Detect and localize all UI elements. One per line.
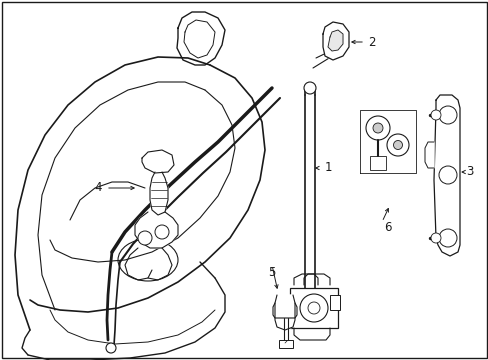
- Polygon shape: [327, 30, 342, 51]
- Circle shape: [438, 106, 456, 124]
- Text: 1: 1: [324, 162, 331, 175]
- Polygon shape: [433, 95, 459, 256]
- Text: 3: 3: [466, 166, 473, 179]
- Polygon shape: [272, 303, 296, 318]
- Polygon shape: [142, 150, 174, 173]
- Circle shape: [393, 140, 402, 149]
- Circle shape: [430, 233, 440, 243]
- Polygon shape: [150, 172, 168, 215]
- Circle shape: [372, 123, 382, 133]
- Circle shape: [438, 229, 456, 247]
- Circle shape: [386, 134, 408, 156]
- Circle shape: [106, 343, 116, 353]
- Circle shape: [299, 294, 327, 322]
- Bar: [279, 340, 292, 348]
- Polygon shape: [274, 295, 294, 330]
- Bar: [289, 288, 337, 328]
- Circle shape: [155, 225, 169, 239]
- Polygon shape: [424, 142, 433, 168]
- Circle shape: [438, 166, 456, 184]
- Circle shape: [138, 231, 152, 245]
- Text: 4: 4: [94, 181, 102, 194]
- Circle shape: [430, 110, 440, 120]
- Circle shape: [307, 302, 319, 314]
- Text: 6: 6: [384, 221, 391, 234]
- Bar: [369, 156, 385, 170]
- Bar: [329, 295, 339, 310]
- Text: 2: 2: [367, 36, 375, 49]
- Circle shape: [304, 82, 315, 94]
- Polygon shape: [135, 212, 178, 248]
- Polygon shape: [323, 22, 348, 60]
- Text: 5: 5: [268, 265, 275, 279]
- Circle shape: [365, 116, 389, 140]
